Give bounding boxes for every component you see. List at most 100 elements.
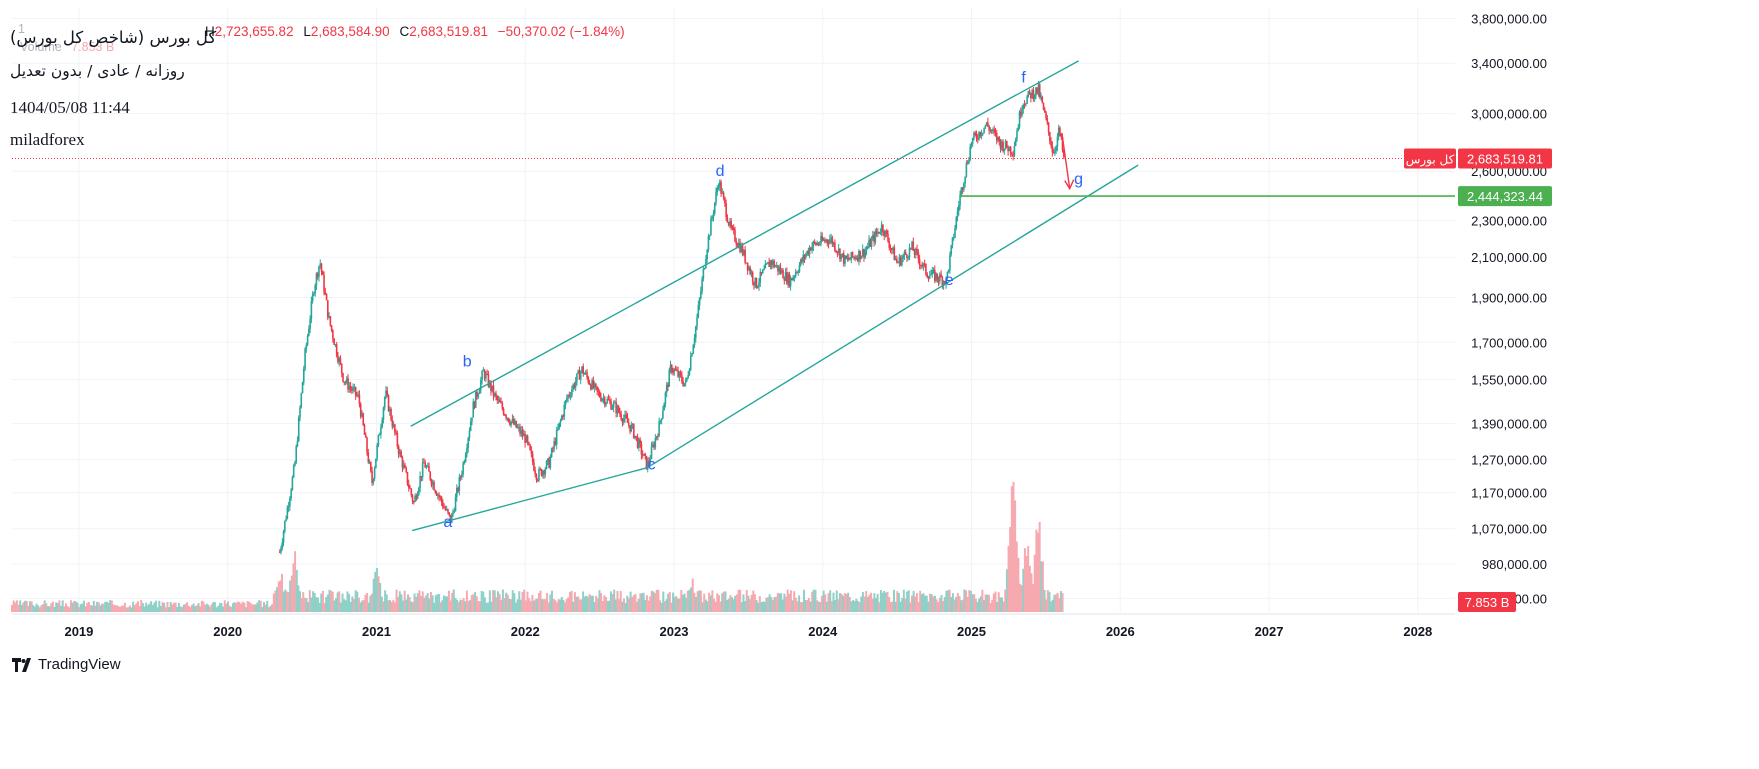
volume-bar bbox=[986, 594, 989, 612]
time-axis[interactable]: 2019 2020 2021 2022 2023 2024 2025 2026 2027 2028 bbox=[64, 624, 1432, 639]
volume-bar bbox=[210, 604, 213, 612]
candle-body bbox=[898, 256, 901, 263]
candle-body bbox=[587, 377, 590, 383]
volume-bar bbox=[207, 604, 210, 612]
volume-bar bbox=[701, 602, 704, 612]
volume-bar bbox=[218, 603, 221, 612]
volume-bar bbox=[1001, 597, 1004, 612]
candle-body bbox=[897, 262, 899, 264]
volume-bar bbox=[711, 590, 714, 612]
candle-body bbox=[653, 444, 655, 448]
volume-bar bbox=[212, 601, 215, 612]
candle-body bbox=[822, 239, 825, 241]
volume-bar bbox=[793, 591, 796, 612]
volume-bars bbox=[11, 481, 1064, 612]
candle-body bbox=[735, 241, 738, 245]
volume-bar bbox=[279, 580, 282, 612]
candle-body bbox=[648, 461, 650, 463]
volume-bar bbox=[227, 601, 230, 612]
candle-body bbox=[1054, 150, 1056, 154]
volume-bar bbox=[236, 601, 239, 612]
candle-body bbox=[419, 476, 421, 489]
volume-bar bbox=[591, 595, 594, 612]
volume-bar bbox=[155, 600, 158, 612]
volume-bar bbox=[688, 589, 691, 612]
volume-bar bbox=[215, 607, 218, 612]
volume-bar bbox=[403, 590, 406, 612]
price-axis[interactable]: 3,800,000.003,400,000.003,000,000.002,60… bbox=[1471, 11, 1547, 606]
candle-body bbox=[821, 236, 824, 241]
candle-body bbox=[779, 267, 782, 273]
volume-bar bbox=[294, 551, 297, 612]
volume-bar bbox=[68, 607, 71, 612]
volume-bar bbox=[81, 603, 84, 612]
volume-bar bbox=[351, 596, 354, 612]
volume-bar bbox=[222, 606, 225, 612]
volume-bar bbox=[497, 591, 500, 612]
candle-body bbox=[973, 132, 975, 139]
volume-bar bbox=[608, 600, 611, 612]
volume-bar bbox=[839, 593, 842, 612]
volume-bar bbox=[611, 594, 614, 612]
volume-bar bbox=[989, 602, 992, 612]
volume-bar bbox=[483, 597, 486, 612]
candle-body bbox=[659, 420, 662, 422]
wave-label-a: a bbox=[443, 514, 452, 531]
candle-body bbox=[980, 133, 983, 136]
candle-body bbox=[607, 398, 610, 401]
volume-bar bbox=[557, 599, 560, 612]
candle-body bbox=[605, 402, 607, 405]
candle-body bbox=[560, 415, 563, 421]
candle-body bbox=[328, 316, 330, 318]
volume-bar bbox=[438, 593, 441, 612]
candle-body bbox=[368, 462, 371, 464]
volume-bar bbox=[606, 600, 609, 612]
volume-bar bbox=[750, 594, 753, 612]
volume-bar bbox=[827, 593, 830, 612]
candle-body bbox=[406, 472, 409, 485]
candle-body bbox=[829, 239, 831, 244]
candle-body bbox=[662, 410, 664, 419]
volume-bar bbox=[560, 596, 563, 612]
volume-bar bbox=[243, 602, 246, 612]
volume-bar bbox=[321, 590, 324, 612]
candle-body bbox=[668, 369, 671, 387]
candle-body bbox=[505, 415, 507, 419]
candle-body bbox=[888, 241, 891, 248]
volume-bar bbox=[164, 607, 167, 612]
volume-bar bbox=[858, 602, 861, 612]
candle-body bbox=[588, 382, 591, 385]
volume-bar bbox=[312, 591, 315, 612]
candle-body bbox=[622, 418, 625, 423]
tradingview-brand[interactable]: TradingView bbox=[12, 656, 121, 673]
candle-body bbox=[444, 507, 447, 510]
candle-body bbox=[817, 243, 820, 245]
volume-bar bbox=[721, 593, 724, 612]
candle-body bbox=[382, 407, 385, 420]
candle-body bbox=[878, 231, 880, 234]
candle-body bbox=[304, 348, 306, 369]
volume-bar bbox=[1019, 583, 1022, 612]
candle-body bbox=[705, 259, 707, 269]
volume-bar bbox=[796, 601, 799, 612]
volume-bar bbox=[305, 598, 308, 612]
volume-bar bbox=[186, 602, 189, 612]
candle-body bbox=[954, 228, 956, 238]
candle-body bbox=[992, 129, 994, 132]
candle-body bbox=[768, 262, 770, 267]
candle-body bbox=[309, 318, 311, 329]
volume-bar bbox=[907, 590, 910, 612]
candle-body bbox=[391, 419, 394, 427]
candle-body bbox=[549, 457, 552, 468]
volume-bar bbox=[55, 602, 58, 612]
volume-bar bbox=[102, 603, 105, 612]
candle-body bbox=[770, 260, 773, 265]
volume-bar bbox=[840, 593, 843, 612]
volume-bar bbox=[91, 605, 94, 612]
candle-body bbox=[528, 442, 530, 445]
candle-body bbox=[959, 195, 961, 206]
volume-bar bbox=[716, 593, 719, 612]
candle-body bbox=[559, 420, 562, 423]
volume-bar bbox=[1051, 599, 1054, 612]
